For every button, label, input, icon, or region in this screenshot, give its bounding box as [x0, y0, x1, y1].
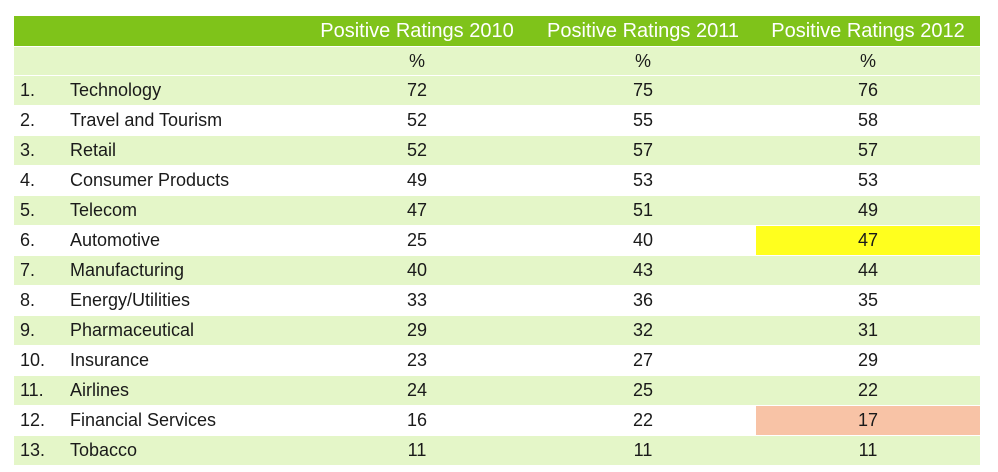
value-cell: 29: [406, 320, 428, 340]
value-cell: 76: [857, 80, 879, 100]
value-cell: 16: [406, 410, 428, 430]
value-cell: 49: [406, 170, 428, 190]
header-2010: Positive Ratings 2010: [320, 19, 514, 42]
value-cell: 11: [407, 440, 427, 460]
sector-name-cell: Tobacco: [70, 440, 138, 460]
value-cell: 24: [406, 380, 428, 400]
table-row: 5. Telecom 47 51 49: [14, 196, 980, 226]
table-row: 7. Manufacturing 40 43 44: [14, 256, 980, 286]
rank-cell: 12.: [20, 410, 46, 430]
value-cell: 11: [633, 440, 653, 460]
value-cell: 53: [857, 170, 879, 190]
rank-cell: 3.: [20, 140, 36, 160]
unit-2011: %: [634, 50, 651, 71]
rank-cell: 6.: [20, 230, 36, 250]
sector-name-cell: Telecom: [70, 200, 138, 220]
value-cell: 25: [406, 230, 428, 250]
value-cell: 47: [406, 200, 428, 220]
value-cell: 33: [406, 290, 428, 310]
header-2011: Positive Ratings 2011: [547, 19, 739, 42]
value-cell: 22: [632, 410, 654, 430]
value-cell: 36: [632, 290, 654, 310]
highlighted-value-cell: 47: [756, 226, 980, 255]
sector-name-cell: Financial Services: [70, 410, 217, 430]
table-body: 1. Technology 72 75 76 2. Travel and Tourism 52…: [14, 76, 980, 466]
value-cell: 31: [857, 320, 879, 340]
rank-cell: 5.: [20, 200, 36, 220]
table-row: 1. Technology 72 75 76: [14, 76, 980, 106]
sector-name-cell: Manufacturing: [70, 260, 185, 280]
table-row: 4. Consumer Products 49 53 53: [14, 166, 980, 196]
rank-cell: 4.: [20, 170, 36, 190]
sector-name-cell: Consumer Products: [70, 170, 230, 190]
unit-2010: %: [408, 50, 425, 71]
value-cell: 25: [632, 380, 654, 400]
table-row: 11. Airlines 24 25 22: [14, 376, 980, 406]
table-row: 12. Financial Services 16 22 17: [14, 406, 980, 436]
sector-name-cell: Pharmaceutical: [70, 320, 195, 340]
table-row: 8. Energy/Utilities 33 36 35: [14, 286, 980, 316]
sector-name-cell: Technology: [70, 80, 162, 100]
table-row: 10. Insurance 23 27 29: [14, 346, 980, 376]
value-cell: 23: [406, 350, 428, 370]
rank-cell: 1.: [20, 80, 36, 100]
table-row: 6. Automotive 25 40 47: [14, 226, 980, 256]
value-cell: 32: [632, 320, 654, 340]
value-cell: 75: [632, 80, 654, 100]
ratings-table: Positive Ratings 2010 Positive Ratings 2…: [14, 16, 980, 466]
rank-cell: 8.: [20, 290, 36, 310]
table-row: 9. Pharmaceutical 29 32 31: [14, 316, 980, 346]
value-cell: 52: [406, 110, 428, 130]
rank-cell: 11.: [20, 380, 44, 400]
sector-name-cell: Airlines: [70, 380, 130, 400]
value-cell: 58: [857, 110, 879, 130]
value-cell: 40: [406, 260, 428, 280]
sector-name-cell: Insurance: [70, 350, 150, 370]
sector-name-cell: Retail: [70, 140, 117, 160]
rank-cell: 2.: [20, 110, 36, 130]
value-cell: 57: [632, 140, 654, 160]
table-row: 13. Tobacco 11 11 11: [14, 436, 980, 466]
table-row: 2. Travel and Tourism 52 55 58: [14, 106, 980, 136]
value-cell: 35: [857, 290, 879, 310]
value-cell: 51: [632, 200, 654, 220]
table-header-row: Positive Ratings 2010 Positive Ratings 2…: [14, 16, 980, 47]
value-cell: 49: [857, 200, 879, 220]
value-cell: 44: [857, 260, 879, 280]
value-cell: 53: [632, 170, 654, 190]
value-cell: 57: [857, 140, 879, 160]
sector-name-cell: Travel and Tourism: [70, 110, 223, 130]
unit-2012: %: [859, 50, 876, 71]
value-cell: 40: [632, 230, 654, 250]
highlighted-value-cell: 17: [756, 406, 980, 435]
units-row: % % %: [14, 47, 980, 76]
value-cell: 27: [632, 350, 654, 370]
value-cell: 22: [857, 380, 879, 400]
rank-cell: 9.: [20, 320, 36, 340]
header-2012: Positive Ratings 2012: [771, 19, 965, 42]
value-cell: 11: [858, 440, 878, 460]
rank-cell: 13.: [20, 440, 46, 460]
sector-name-cell: Automotive: [70, 230, 161, 250]
rank-cell: 10.: [20, 350, 46, 370]
rank-cell: 7.: [20, 260, 36, 280]
value-cell: 55: [632, 110, 654, 130]
value-cell: 52: [406, 140, 428, 160]
value-cell: 72: [406, 80, 428, 100]
value-cell: 43: [632, 260, 654, 280]
value-cell: 29: [857, 350, 879, 370]
table-row: 3. Retail 52 57 57: [14, 136, 980, 166]
sector-name-cell: Energy/Utilities: [70, 290, 191, 310]
